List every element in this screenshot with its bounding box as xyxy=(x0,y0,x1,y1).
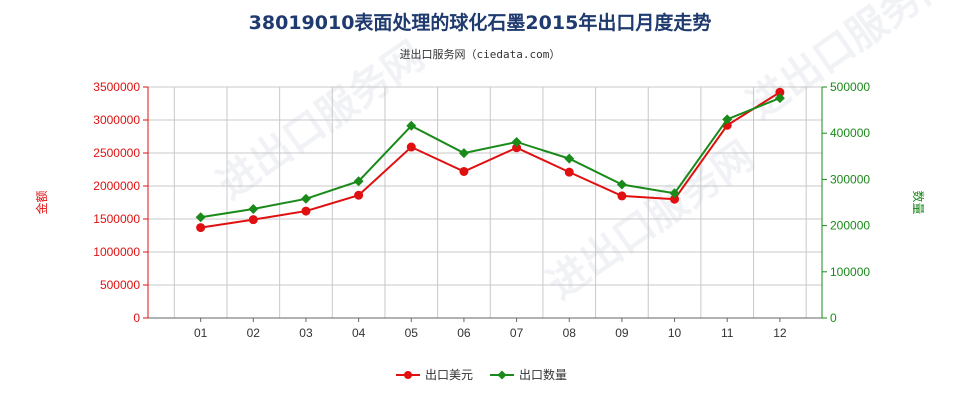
y-left-tick-label: 500000 xyxy=(100,278,140,292)
data-point xyxy=(775,87,785,97)
y-right-tick-label: 0 xyxy=(830,311,837,325)
data-point xyxy=(354,190,364,200)
x-tick-label: 02 xyxy=(247,326,261,340)
y-left-tick-label: 1500000 xyxy=(93,212,140,226)
x-tick-label: 04 xyxy=(352,326,366,340)
y-right-tick-label: 200000 xyxy=(830,219,870,233)
legend-marker xyxy=(404,371,412,379)
watermark-text: 进出口服务网 xyxy=(739,0,960,128)
x-tick-label: 07 xyxy=(510,326,524,340)
x-tick-label: 08 xyxy=(563,326,577,340)
y-right-axis-label: 数量 xyxy=(911,190,926,214)
x-tick-label: 11 xyxy=(721,326,734,340)
data-point xyxy=(195,212,206,223)
data-point xyxy=(301,206,311,216)
data-point xyxy=(458,148,469,159)
data-point xyxy=(406,120,417,131)
y-right-tick-label: 100000 xyxy=(830,265,870,279)
y-right-tick-label: 400000 xyxy=(830,126,870,140)
series-line-export-qty xyxy=(200,97,781,219)
data-point xyxy=(669,188,680,199)
data-point xyxy=(511,136,522,147)
data-point xyxy=(774,93,785,104)
data-point xyxy=(248,203,259,214)
x-tick-label: 01 xyxy=(194,326,208,340)
data-point xyxy=(248,215,258,225)
legend-label: 出口美元 xyxy=(425,368,473,382)
data-point xyxy=(670,194,680,204)
y-left-tick-label: 2500000 xyxy=(93,146,140,160)
data-point xyxy=(300,193,311,204)
y-right-tick-label: 500000 xyxy=(830,80,870,94)
x-tick-label: 03 xyxy=(299,326,313,340)
x-tick-label: 09 xyxy=(615,326,629,340)
y-left-tick-label: 0 xyxy=(133,311,140,325)
data-point xyxy=(564,153,575,164)
series-line-export-usd xyxy=(200,91,781,229)
x-tick-label: 05 xyxy=(405,326,419,340)
chart-title: 38019010表面处理的球化石墨2015年出口月度走势 xyxy=(248,12,712,34)
x-tick-label: 10 xyxy=(668,326,682,340)
y-left-tick-label: 3000000 xyxy=(93,113,140,127)
data-point xyxy=(564,167,574,177)
y-left-tick-label: 3500000 xyxy=(93,80,140,94)
data-point xyxy=(512,143,522,153)
x-tick-label: 06 xyxy=(457,326,471,340)
y-left-tick-label: 2000000 xyxy=(93,179,140,193)
legend-label: 出口数量 xyxy=(519,367,567,382)
x-tick-label: 12 xyxy=(773,326,787,340)
y-right-tick-label: 300000 xyxy=(830,172,870,186)
data-point xyxy=(406,142,416,152)
data-point xyxy=(353,176,364,187)
chart-subtitle: 进出口服务网（ciedata.com） xyxy=(399,48,561,61)
data-point xyxy=(196,223,206,233)
y-left-axis-label: 金额 xyxy=(34,190,49,214)
data-point xyxy=(616,179,627,190)
data-point xyxy=(617,191,627,201)
watermark-text: 进出口服务网 xyxy=(209,33,432,208)
data-point xyxy=(722,114,733,125)
y-left-tick-label: 1000000 xyxy=(93,245,140,259)
legend-marker xyxy=(497,370,507,380)
data-point xyxy=(459,166,469,176)
